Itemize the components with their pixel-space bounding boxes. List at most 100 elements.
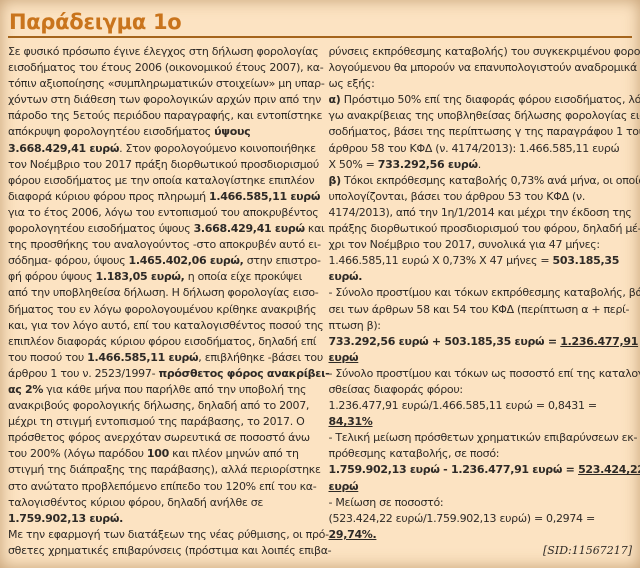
text-line: σθείσας διαφοράς φόρου: — [329, 382, 633, 398]
text-line: λογούμενου θα μπορούν να επανυπολογιστού… — [329, 60, 638, 76]
text-segment: . — [477, 157, 482, 171]
text-line: σθετες χρηματικές επιβαρύνσεις (πρόστιμα… — [8, 543, 332, 559]
text-segment: άρθρου 1 του ν. 2523/1997- — [8, 366, 159, 380]
text-segment: τον Νοέμβριο του 2017 πράξη διορθωτικού … — [8, 157, 319, 171]
text-segment: φόρου εισοδήματος με την οποία καταλογίσ… — [8, 173, 315, 187]
text-segment: σθείσας διαφοράς φόρου: — [328, 382, 464, 396]
text-segment: και — [304, 222, 325, 236]
text-segment: στο ανώτατο προβλεπόμενο επίπεδο του 120… — [8, 479, 317, 493]
text-line: τόπιν αξιοποίησης «συμπληρωματικών στοιχ… — [8, 76, 325, 92]
text-segment: στην επιστρο- — [243, 254, 321, 268]
text-segment: 523.424,22 — [578, 463, 640, 477]
text-segment: 1.466.585,11 ευρώ Χ 0,73% Χ 47 μήνες = — [328, 254, 553, 268]
text-line: ας 2% για κάθε μήνα που παρήλθε από την … — [8, 382, 312, 398]
text-line: μέχρι τη στιγμή εντοπισμού της παράβασης… — [8, 414, 312, 430]
text-line: στο ανώτατο προβλεπόμενο επίπεδο του 120… — [8, 479, 317, 495]
text-line: φόρου εισοδήματος με την οποία καταλογίσ… — [8, 173, 315, 189]
text-segment: χρι τον Νοέμβριο του 2017, συνολικά για … — [328, 238, 601, 252]
text-line: στιγμή της διάπραξης της παράβασης), αλλ… — [8, 462, 321, 478]
text-segment: χόντων στη διάθεση των φορολογικών αρχών… — [8, 93, 321, 107]
text-segment: α) — [328, 93, 341, 107]
text-line: ανακριβούς φορολογικής δήλωσης, δηλαδή α… — [8, 398, 312, 414]
text-line: 1.759.902,13 ευρώ - 1.236.477,91 ευρώ = … — [328, 462, 640, 478]
text-line: σοδήματος, βάσει της περίπτωσης γ της πα… — [329, 124, 640, 140]
text-line: για το έτος 2006, λόγω του εντοπισμού το… — [8, 205, 319, 221]
text-line: β) Τόκοι εκπρόθεσμης καταβολής 0,73% ανά… — [328, 173, 640, 189]
text-line: σόδημα- φόρου, ύψους 1.465.402,06 ευρώ, … — [8, 253, 321, 269]
text-line: πρόσθετος φόρος ανερχόταν σωρευτικά σε π… — [8, 430, 312, 446]
text-line: γω ανακρίβειας της υποβληθείσας δήλωσης … — [329, 108, 640, 124]
text-segment: ως εξής: — [328, 77, 375, 91]
text-line: Με την εφαρμογή των διατάξεων της νέας ρ… — [8, 527, 329, 543]
text-segment: εισοδήματος του έτους 2006 (οικονομικού … — [8, 61, 324, 75]
text-segment: πάροδο της 5ετούς περιόδου παραγραφής, κ… — [8, 109, 323, 123]
text-segment: σόδημα- φόρου, ύψους — [8, 254, 129, 268]
text-segment: . Στον φορολογούμενο κοινοποιήθηκε — [119, 141, 316, 155]
text-segment: λογούμενου θα μπορούν να επανυπολογιστού… — [328, 61, 638, 75]
text-line: εισοδήματος του έτους 2006 (οικονομικού … — [8, 60, 324, 76]
text-line: της προσθήκης του αναλογούντος -στο αποκ… — [8, 237, 321, 253]
text-segment: πτωση β): — [328, 318, 382, 332]
text-segment: 1.759.902,13 ευρώ - 1.236.477,91 ευρώ = — [328, 463, 579, 477]
text-line: 3.668.429,41 ευρώ. Στον φορολογούμενο κο… — [8, 141, 316, 157]
text-line: - Σύνολο προστίμου και τόκων ως ποσοστό … — [329, 366, 640, 382]
text-segment: πράξης διορθωτικού προσδιορισμού του φόρ… — [328, 222, 640, 236]
text-segment: - Σύνολο προστίμου και τόκων ως ποσοστό … — [328, 366, 640, 380]
text-segment: - Μείωση σε ποσοστό: — [328, 495, 444, 509]
text-segment: 1.236.477,91 — [560, 334, 639, 348]
text-segment: , επιβλήθηκε -βάσει του — [198, 350, 323, 364]
text-line: από την υποβληθείσα δήλωση. Η δήλωση φορ… — [8, 285, 319, 301]
text-segment: 1.759.902,13 ευρώ. — [8, 511, 124, 525]
text-segment: 1.236.477,91 ευρώ/1.466.585,11 ευρώ = 0,… — [328, 399, 598, 413]
text-segment: (523.424,22 ευρώ/1.759.902,13 ευρώ) = 0,… — [328, 511, 596, 525]
text-line: υπολογίζονται, βάσει του άρθρου 53 του Κ… — [329, 189, 633, 205]
article-header: Παράδειγμα 1ο — [8, 10, 632, 38]
text-line: χρι τον Νοέμβριο του 2017, συνολικά για … — [329, 237, 633, 253]
text-segment: μέχρι τη στιγμή εντοπισμού της παράβασης… — [8, 415, 305, 429]
text-segment: 1.466.585,11 ευρώ — [87, 350, 199, 364]
text-line: φορολογητέου εισοδήματος ύψους 3.668.429… — [8, 221, 325, 237]
text-segment: πρόσθετος φόρος ανερχόταν σωρευτικά σε π… — [8, 431, 310, 445]
text-line: δήματος του εν λόγω φορολογουμένου κρίθη… — [8, 302, 317, 318]
text-segment: - Τελική μείωση πρόσθετων χρηματικών επι… — [328, 431, 638, 445]
text-line: χόντων στη διάθεση των φορολογικών αρχών… — [8, 92, 321, 108]
text-segment: 3.668.429,41 ευρώ — [8, 141, 120, 155]
text-line: 1.236.477,91 ευρώ/1.466.585,11 ευρώ = 0,… — [329, 398, 633, 414]
text-segment: από την υποβληθείσα δήλωση. Η δήλωση φορ… — [8, 286, 319, 300]
text-line: φή φόρου ύψους 1.183,05 ευρώ, η οποία εί… — [8, 269, 312, 285]
text-segment: υπολογίζονται, βάσει του άρθρου 53 του Κ… — [328, 189, 586, 203]
left-column: Σε φυσικό πρόσωπο έγινε έλεγχος στη δήλω… — [8, 44, 332, 559]
text-segment: γω ανακρίβειας της υποβληθείσας δήλωσης … — [328, 109, 640, 123]
text-line: - Μείωση σε ποσοστό: — [329, 495, 633, 511]
text-segment: ύψους — [214, 125, 251, 139]
text-segment: β) — [328, 173, 342, 187]
text-segment: 4174/2013), από την 1η/1/2014 και μέχρι … — [328, 205, 632, 219]
text-segment: πρόσθετος φόρος ανακρίβει- — [158, 366, 330, 380]
text-segment: ρύνσεις εκπρόθεσμης καταβολής) του συγκε… — [328, 45, 640, 58]
article-body: Σε φυσικό πρόσωπο έγινε έλεγχος στη δήλω… — [8, 44, 640, 559]
text-line: και, για τον λόγο αυτό, επί του καταλογι… — [8, 318, 324, 334]
text-line: 29,74%. — [329, 527, 633, 543]
text-segment: σοδήματος, βάσει της περίπτωσης γ της πα… — [328, 125, 640, 139]
text-line: του 200% (λόγω παρόδου 100 και πλέον μην… — [8, 446, 312, 462]
text-line: (523.424,22 ευρώ/1.759.902,13 ευρώ) = 0,… — [329, 511, 633, 527]
text-line: ρύνσεις εκπρόθεσμης καταβολής) του συγκε… — [329, 44, 640, 60]
text-line: σει των άρθρων 58 και 54 του ΚΦΔ (περίπτ… — [329, 302, 633, 318]
text-segment: Σε φυσικό πρόσωπο έγινε έλεγχος στη δήλω… — [8, 45, 319, 58]
text-segment: 733.292,56 ευρώ + 503.185,35 ευρώ = — [328, 334, 561, 348]
text-segment: δήματος του εν λόγω φορολογουμένου κρίθη… — [8, 302, 317, 316]
text-segment: σει των άρθρων 58 και 54 του ΚΦΔ (περίπτ… — [328, 302, 630, 316]
text-segment: σθετες χρηματικές επιβαρύνσεις (πρόστιμα… — [8, 543, 332, 557]
text-line: [SID:11567217] — [329, 543, 632, 559]
text-line: 84,31% — [329, 414, 633, 430]
text-segment: 503.185,35 — [552, 254, 620, 268]
right-column: ρύνσεις εκπρόθεσμης καταβολής) του συγκε… — [328, 44, 640, 559]
text-segment: 733.292,56 ευρώ — [377, 157, 478, 171]
text-segment: επιπλέον διαφοράς κύριου φόρου εισοδήματ… — [8, 334, 317, 348]
text-line: ευρώ. — [329, 269, 633, 285]
text-line: ως εξής: — [329, 76, 633, 92]
text-line: πρόθεσμης καταβολής, σε ποσό: — [329, 446, 633, 462]
text-line: απόκρυψη φορολογητέου εισοδήματος ύψους — [8, 124, 312, 140]
text-segment: η οποία είχε προκύψει — [184, 270, 303, 284]
